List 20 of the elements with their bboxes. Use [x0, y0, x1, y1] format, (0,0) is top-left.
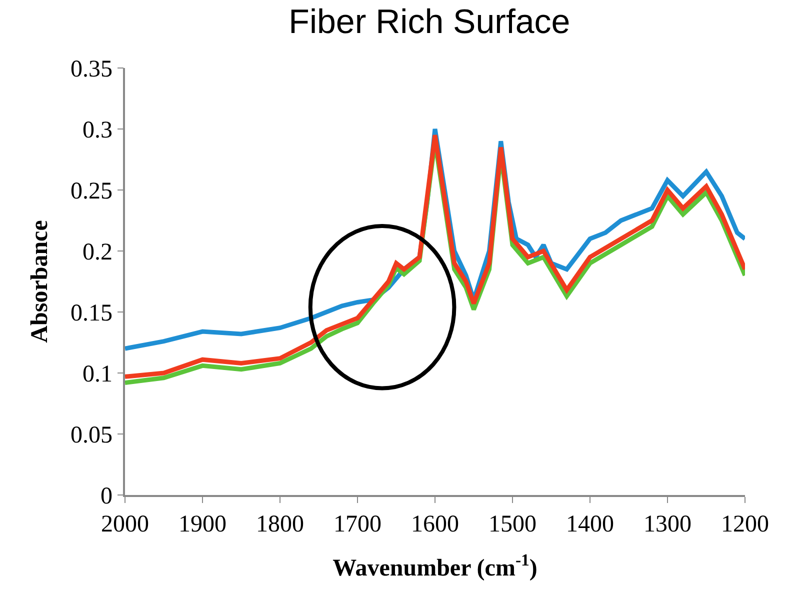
y-tick-label: 0.15 [70, 300, 112, 326]
y-axis-title: Absorbance [27, 220, 54, 343]
x-tick-label: 2000 [101, 512, 149, 538]
x-tick-label: 1400 [566, 512, 614, 538]
x-tick-label: 1800 [256, 512, 304, 538]
x-tick-label: 1300 [644, 512, 692, 538]
y-tick-label: 0.3 [82, 117, 112, 144]
x-axis-title: Wavenumber (cm$^{-1}$) [332, 550, 538, 582]
y-tick-label: 0.1 [82, 361, 112, 388]
x-tick-label: 1700 [334, 512, 382, 538]
y-tick-label: 0.35 [70, 56, 112, 82]
y-tick-label: 0 [100, 483, 112, 510]
y-tick-label: 0.05 [70, 422, 112, 448]
y-tick-label: 0.25 [70, 178, 112, 204]
x-tick-label: 1500 [488, 512, 536, 538]
x-tick-label: 1200 [721, 512, 769, 538]
y-tick-label: 0.2 [82, 239, 112, 266]
x-tick-label: 1900 [178, 512, 226, 538]
chart-title: Fiber Rich Surface [288, 2, 570, 41]
x-tick-label: 1600 [411, 512, 459, 538]
